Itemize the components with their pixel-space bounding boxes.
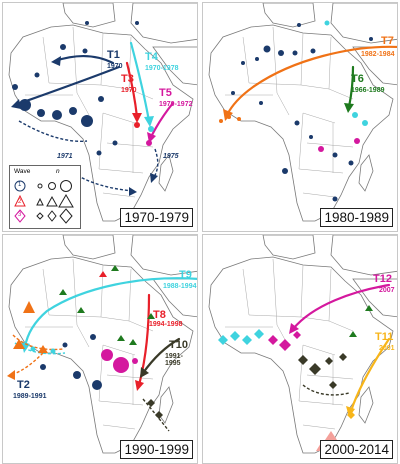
legend-wave-mark-3: 3 (18, 212, 22, 218)
arrow-t10 (140, 337, 181, 378)
wave-t9-code: T9 (179, 269, 192, 281)
arrow-t6 (344, 65, 355, 113)
period-label-2000-2014: 2000-2014 (320, 440, 393, 459)
africa-map-2000s (208, 235, 397, 454)
country-borders (25, 26, 154, 198)
period-label-1970-1979: 1970-1979 (120, 208, 193, 227)
map-panel-1990-1999: T9 1988-1994 T8 1994-1998 T10 1991-1995 … (2, 234, 198, 464)
africa-map-1980s (208, 3, 397, 222)
arrow-t4 (129, 41, 154, 127)
wave-t2-years: 1989-1991 (13, 393, 47, 400)
wave-t7-code: T7 (381, 35, 394, 47)
arrow-t1 (51, 54, 115, 66)
period-label-1980-1989: 1980-1989 (320, 208, 393, 227)
annotation-1971: 1971 (57, 153, 73, 160)
wave-t5-code: T5 (159, 87, 172, 99)
wave-t12-years: 2007 (379, 287, 395, 294)
wave-t6-years: 1966-1989 (351, 87, 385, 94)
africa-landmass (208, 3, 397, 222)
country-borders (225, 26, 354, 198)
annotation-1975: 1975 (163, 153, 179, 160)
arrow-t9 (21, 277, 197, 353)
outbreak-markers (13, 265, 163, 419)
wave-t1-years: 1970 (107, 63, 123, 70)
wave-t1-code: T1 (107, 49, 120, 61)
legend-wave-mark-2: 2 (18, 199, 22, 205)
wave-t6-code: T6 (351, 73, 364, 85)
legend-symbols (14, 180, 74, 224)
africa-landmass (8, 3, 197, 222)
africa-map-1990s (7, 235, 197, 454)
wave-t3-code: T3 (121, 73, 134, 85)
arrow-t2 (7, 352, 44, 380)
wave-t8-years: 1994-1998 (149, 321, 183, 328)
wave-t2-code: T2 (17, 379, 30, 391)
map-panel-2000-2014: T12 2007 T11 2001 2000-2014 (202, 234, 398, 464)
wave-t10-years: 1991-1995 (165, 353, 183, 367)
country-borders (25, 258, 154, 430)
wave-t11-years: 2001 (379, 345, 395, 352)
africa-landmass (208, 235, 397, 454)
arrow-t3 (125, 61, 142, 123)
africa-map-1970s (8, 3, 197, 222)
outbreak-markers (12, 21, 154, 156)
wave-t4-code: T4 (145, 51, 158, 63)
legend-wave-mark-1: 1 (18, 182, 22, 188)
wave-t9-years: 1988-1994 (163, 283, 197, 290)
legend-wave-header: Wave (14, 168, 31, 175)
wave-t10-code: T10 (169, 339, 188, 351)
wave-t8-code: T8 (153, 309, 166, 321)
map-panel-1980-1989: T7 1982-1984 T6 1966-1989 1980-1989 (202, 2, 398, 232)
country-borders (225, 258, 354, 430)
period-label-1990-1999: 1990-1999 (120, 440, 193, 459)
wave-t7-years: 1982-1984 (361, 51, 395, 58)
arrow-t7 (223, 45, 397, 121)
wave-t12-code: T12 (373, 273, 392, 285)
map-legend: Wave n 1 2 3 (9, 165, 81, 229)
arrow-t12 (289, 283, 391, 334)
legend-n-header: n (56, 168, 60, 175)
outbreak-markers (219, 20, 373, 202)
map-panel-1970-1979: T1 1970 T3 1970 T4 1970-1978 T5 1970-197… (2, 2, 198, 232)
wave-t3-years: 1970 (121, 87, 137, 94)
wave-t5-years: 1970-1972 (159, 101, 193, 108)
wave-t4-years: 1970-1978 (145, 65, 179, 72)
outbreak-markers (218, 305, 373, 451)
wave-t11-code: T11 (375, 331, 394, 343)
